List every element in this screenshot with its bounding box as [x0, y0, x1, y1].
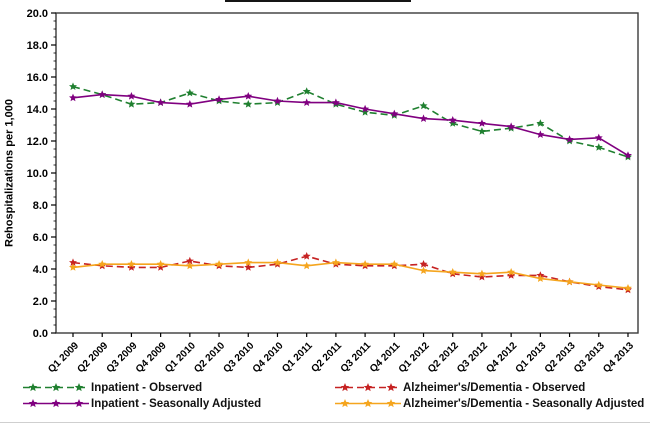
- x-tick-label: Q1 2010: [163, 340, 198, 375]
- x-tick-label: Q4 2013: [601, 340, 636, 375]
- x-tick-label: Q4 2012: [484, 340, 519, 375]
- x-tick-label: Q4 2010: [251, 340, 286, 375]
- legend-star-marker-icon: [74, 399, 84, 408]
- y-tick-label: 14.0: [27, 104, 48, 116]
- legend-star-marker-icon: [28, 383, 38, 392]
- y-tick-label: 18.0: [27, 40, 48, 52]
- legend-line-swatch: [335, 383, 401, 392]
- x-tick-label: Q3 2010: [221, 340, 256, 375]
- y-tick-label: 20.0: [27, 8, 48, 20]
- y-tick-label: 4.0: [33, 264, 48, 276]
- legend-line-swatch: [23, 383, 89, 392]
- y-tick-label: 8.0: [33, 200, 48, 212]
- legend-star-marker-icon: [51, 399, 61, 408]
- series-markers: [69, 82, 632, 161]
- x-tick-label: Q2 2009: [75, 340, 110, 375]
- y-axis-title: Rehospitalizations per 1,000: [3, 99, 16, 247]
- x-tick-label: Q2 2011: [309, 340, 344, 375]
- legend-star-marker-icon: [74, 383, 84, 392]
- y-tick-label: 0.0: [33, 328, 48, 340]
- legend-item-0: Inpatient - Observed: [22, 381, 334, 394]
- legend-star-marker-icon: [340, 399, 350, 408]
- legend-item-2: Alzheimer's/Dementia - Observed: [334, 381, 648, 394]
- x-tick-label: Q1 2013: [514, 340, 549, 375]
- legend-star-marker-icon: [386, 383, 396, 392]
- legend-item-3: Alzheimer's/Dementia - Seasonally Adjust…: [334, 397, 648, 410]
- legend-label: Inpatient - Observed: [91, 381, 203, 394]
- x-tick-label: Q3 2011: [339, 340, 374, 375]
- x-tick-label: Q2 2013: [543, 340, 578, 375]
- y-tick-label: 16.0: [27, 72, 48, 84]
- legend-label: Alzheimer's/Dementia - Seasonally Adjust…: [403, 397, 645, 410]
- legend-line-swatch: [335, 399, 401, 408]
- y-tick-label: 10.0: [27, 168, 48, 180]
- chart-legend: Inpatient - Observed Alzheimer's/Dementia…: [22, 381, 648, 410]
- series-line: [72, 255, 629, 291]
- x-tick-label: Q3 2012: [455, 340, 490, 375]
- series-line: [72, 93, 629, 157]
- x-tick-label: Q1 2012: [397, 340, 432, 375]
- legend-star-marker-icon: [386, 399, 396, 408]
- legend-star-marker-icon: [340, 383, 350, 392]
- series-markers: [69, 252, 632, 294]
- y-tick-label: 12.0: [27, 136, 48, 148]
- series-line: [72, 261, 629, 289]
- series-line: [72, 85, 629, 158]
- x-tick-label: Q2 2012: [426, 340, 461, 375]
- cropped-title-artifact: [225, 0, 411, 2]
- x-tick-label: Q3 2009: [105, 340, 140, 375]
- x-tick-label: Q2 2010: [192, 340, 227, 375]
- legend-star-marker-icon: [28, 399, 38, 408]
- plot-border: [55, 12, 639, 334]
- y-tick-label: 6.0: [33, 232, 48, 244]
- legend-label: Inpatient - Seasonally Adjusted: [91, 397, 262, 410]
- y-tick-label: 2.0: [33, 296, 48, 308]
- line-chart: 0.0 2.0 4.0 6.0 8.0 10.0 12.0 14.0 16.0 18.0 20.0 Q…: [27, 8, 639, 375]
- x-tick-label: Q1 2009: [46, 340, 81, 375]
- legend-line-swatch: [23, 399, 89, 408]
- x-tick-label: Q1 2011: [280, 340, 315, 375]
- legend-star-marker-icon: [51, 383, 61, 392]
- legend-star-marker-icon: [363, 383, 373, 392]
- legend-item-1: Inpatient - Seasonally Adjusted: [22, 397, 334, 410]
- legend-label: Alzheimer's/Dementia - Observed: [403, 381, 586, 394]
- x-tick-label: Q4 2009: [134, 340, 169, 375]
- legend-star-marker-icon: [363, 399, 373, 408]
- x-tick-label: Q3 2013: [572, 340, 607, 375]
